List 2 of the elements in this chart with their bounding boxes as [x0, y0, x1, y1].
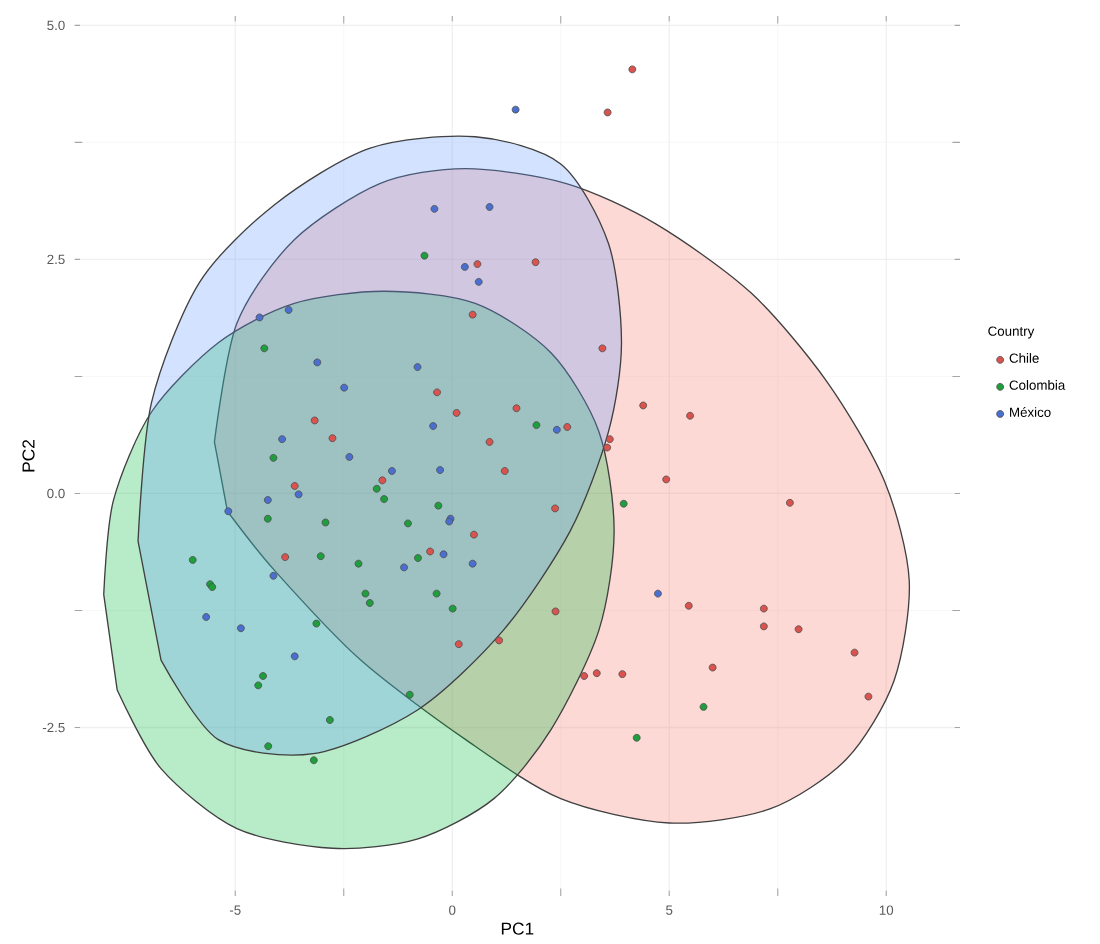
x-axis-title: PC1 — [501, 922, 534, 935]
y-axis-title: PC2 — [22, 440, 35, 472]
